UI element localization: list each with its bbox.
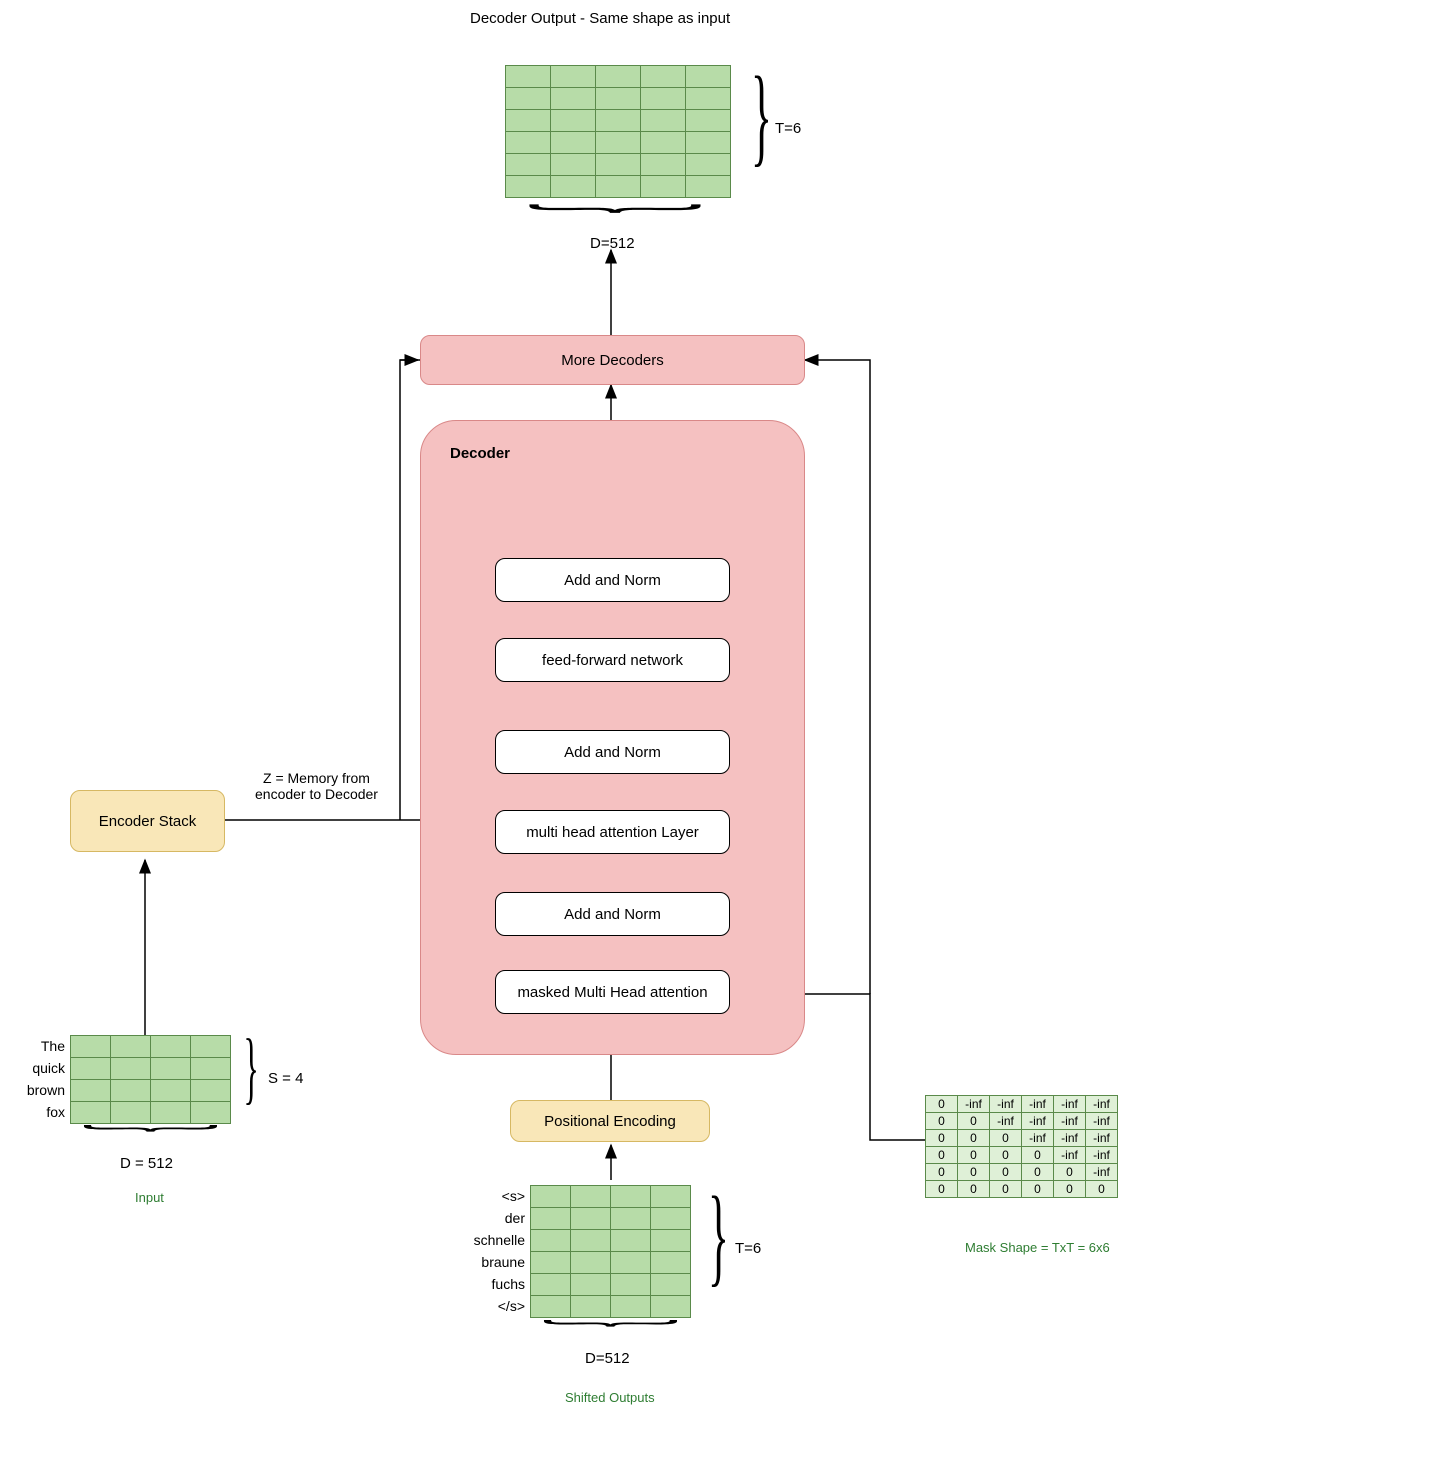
encoder-stack-block: Encoder Stack <box>70 790 225 852</box>
output-brace-right: } <box>751 60 772 170</box>
output-grid <box>505 65 731 198</box>
shifted-d-label: D=512 <box>585 1350 630 1367</box>
mask-table: 0-inf-inf-inf-inf-inf00-inf-inf-inf-inf0… <box>925 1095 1118 1198</box>
input-s-label: S = 4 <box>268 1070 303 1087</box>
ffn-block: feed-forward network <box>495 638 730 682</box>
more-decoders-block: More Decoders <box>420 335 805 385</box>
shifted-grid <box>530 1185 691 1318</box>
shifted-brace-bottom: ︸ <box>528 1328 693 1338</box>
input-tokens: Thequickbrownfox <box>20 1035 65 1123</box>
mha-block: multi head attention Layer <box>495 810 730 854</box>
pos-enc-block: Positional Encoding <box>510 1100 710 1142</box>
masked-mha-label: masked Multi Head attention <box>517 984 707 1001</box>
output-title: Decoder Output - Same shape as input <box>470 10 730 27</box>
input-d-label: D = 512 <box>120 1155 173 1172</box>
mask-caption: Mask Shape = TxT = 6x6 <box>965 1240 1110 1255</box>
masked-mha-block: masked Multi Head attention <box>495 970 730 1014</box>
z-memory-label: Z = Memory from encoder to Decoder <box>255 770 378 802</box>
pos-enc-label: Positional Encoding <box>544 1113 676 1130</box>
input-brace-bottom: ︸ <box>68 1133 233 1143</box>
input-caption: Input <box>135 1190 164 1205</box>
addnorm3-block: Add and Norm <box>495 558 730 602</box>
shifted-brace-right: } <box>708 1180 729 1290</box>
ffn-label: feed-forward network <box>542 652 683 669</box>
addnorm1-block: Add and Norm <box>495 892 730 936</box>
decoder-title: Decoder <box>450 445 510 462</box>
addnorm3-label: Add and Norm <box>564 572 661 589</box>
mha-label: multi head attention Layer <box>526 824 699 841</box>
more-decoders-label: More Decoders <box>561 352 664 369</box>
output-d-label: D=512 <box>590 235 635 252</box>
addnorm2-label: Add and Norm <box>564 744 661 761</box>
output-t-label: T=6 <box>775 120 801 137</box>
shifted-caption: Shifted Outputs <box>565 1390 655 1405</box>
input-grid <box>70 1035 231 1124</box>
input-brace-right: } <box>244 1028 259 1108</box>
addnorm2-block: Add and Norm <box>495 730 730 774</box>
addnorm1-label: Add and Norm <box>564 906 661 923</box>
shifted-t-label: T=6 <box>735 1240 761 1257</box>
shifted-tokens: <s>derschnellebraunefuchs</s> <box>460 1185 525 1317</box>
encoder-stack-label: Encoder Stack <box>99 813 197 830</box>
output-brace-bottom: ︸ <box>500 215 730 228</box>
